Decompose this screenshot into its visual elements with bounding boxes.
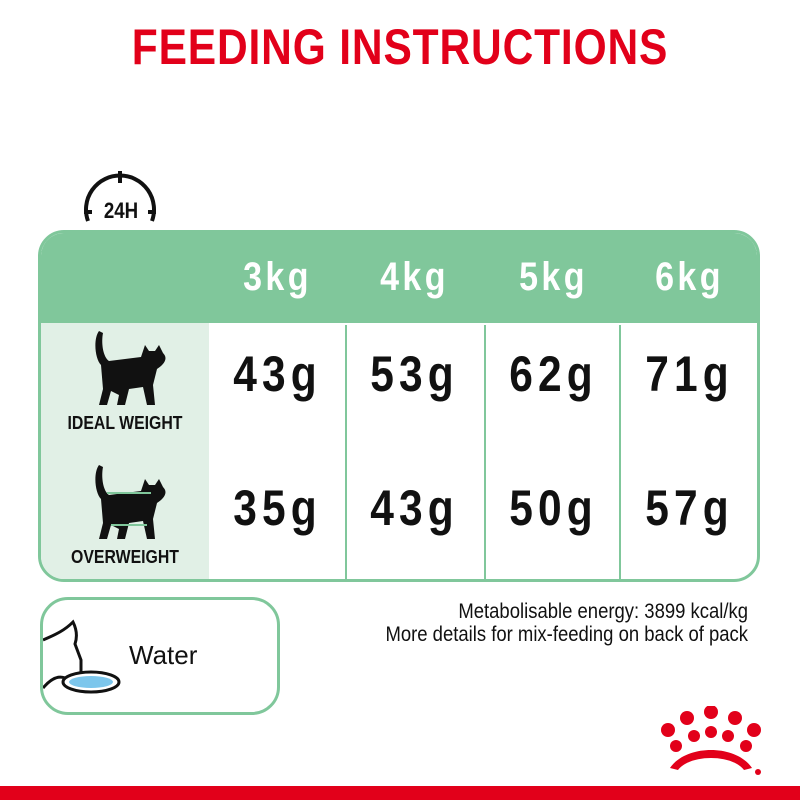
cell-ideal-4kg: 53g — [370, 346, 459, 402]
feeding-table: 3kg 4kg 5kg 6kg IDEAL WEIGHT OVERWEIGHT … — [38, 230, 760, 582]
cat-icon — [95, 331, 166, 405]
cell-overweight-4kg: 43g — [370, 480, 459, 536]
column-header: 5kg — [519, 255, 588, 299]
row-label-ideal-weight: IDEAL WEIGHT — [67, 413, 183, 433]
mix-feeding-text: More details for mix-feeding on back of … — [385, 623, 748, 646]
cell-ideal-6kg: 71g — [645, 346, 734, 402]
period-badge: 24H — [103, 198, 139, 223]
cell-ideal-5kg: 62g — [509, 346, 598, 402]
column-header: 4kg — [380, 255, 449, 299]
column-header: 3kg — [243, 255, 312, 299]
cell-overweight-6kg: 57g — [645, 480, 734, 536]
brand-bar — [0, 786, 800, 800]
cell-ideal-3kg: 43g — [233, 346, 322, 402]
column-divider — [619, 325, 621, 579]
water-box: Water — [40, 597, 280, 715]
row-labels: IDEAL WEIGHT OVERWEIGHT — [41, 323, 209, 579]
overweight-cat-icon — [95, 465, 166, 539]
info-text: Metabolisable energy: 3899 kcal/kg More … — [385, 600, 748, 646]
page-title: FEEDING INSTRUCTIONS — [131, 19, 669, 75]
cell-overweight-5kg: 50g — [509, 480, 598, 536]
column-divider — [345, 325, 347, 579]
cell-overweight-3kg: 35g — [233, 480, 322, 536]
table-header: 3kg 4kg 5kg 6kg — [41, 233, 757, 323]
cat-drinking-icon — [43, 619, 121, 694]
column-header: 6kg — [655, 255, 724, 299]
row-label-overweight: OVERWEIGHT — [71, 547, 179, 567]
clock-icon — [84, 171, 156, 222]
water-label: Water — [129, 640, 198, 670]
column-divider — [484, 325, 486, 579]
energy-text: Metabolisable energy: 3899 kcal/kg — [458, 600, 748, 623]
royal-canin-crown-logo — [661, 706, 761, 775]
